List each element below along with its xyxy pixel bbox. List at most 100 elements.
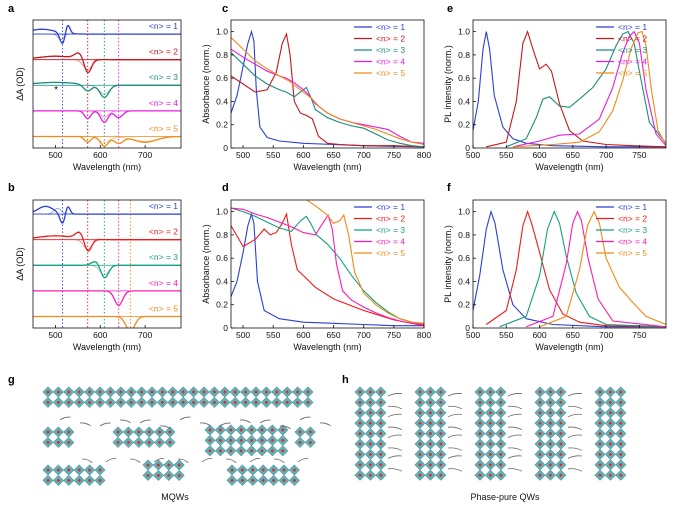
y-tick-label: 1.0	[458, 207, 470, 217]
octahedron-center-atom	[358, 400, 362, 404]
octahedron	[73, 474, 85, 486]
octahedron	[104, 386, 116, 398]
octahedron	[42, 396, 54, 408]
octahedron	[63, 396, 75, 408]
octahedron	[188, 386, 200, 398]
octahedron-center-atom	[538, 463, 542, 467]
octahedron	[484, 438, 496, 450]
panel-label-f: f	[447, 182, 451, 194]
octahedron	[534, 428, 546, 440]
plot-frame	[32, 19, 182, 149]
x-tick-label: 600	[93, 150, 107, 160]
octahedron-center-atom	[418, 390, 422, 394]
y-tick-label: 0.2	[458, 120, 470, 130]
octahedron	[534, 448, 546, 460]
octahedron-center-atom	[229, 449, 233, 453]
octahedron-center-atom	[439, 463, 443, 467]
y-tick-label: 0.8	[216, 50, 228, 60]
octahedron-center-atom	[478, 452, 482, 456]
octahedron-center-atom	[598, 442, 602, 446]
octahedron	[247, 464, 259, 476]
y-tick-label: 0.4	[458, 276, 470, 286]
octahedron	[235, 434, 247, 446]
octahedron	[604, 417, 616, 429]
octahedron	[266, 434, 278, 446]
legend-label-n2: <n> = 2	[618, 214, 647, 224]
organic-spacer-ligand	[507, 434, 522, 438]
octahedron	[544, 417, 556, 429]
octahedron	[555, 448, 567, 460]
octahedron	[495, 469, 507, 481]
x-tick-label: 750	[387, 330, 401, 340]
x-tick-label: 700	[599, 330, 613, 340]
octahedron	[424, 417, 436, 429]
series-line-n4	[231, 48, 424, 144]
octahedron-center-atom	[548, 442, 552, 446]
octahedron	[42, 436, 54, 448]
octahedron	[173, 459, 185, 471]
octahedron-center-atom	[229, 438, 233, 442]
x-tick-label: 600	[93, 330, 107, 340]
x-tick-label: 750	[387, 150, 401, 160]
octahedron	[594, 438, 606, 450]
octahedron	[240, 396, 252, 408]
octahedron	[226, 474, 238, 486]
octahedron-center-atom	[478, 390, 482, 394]
octahedron-center-atom	[358, 463, 362, 467]
octahedron-center-atom	[137, 430, 141, 434]
octahedron	[435, 407, 447, 419]
octahedron	[615, 459, 627, 471]
octahedron	[604, 407, 616, 419]
octahedron	[42, 474, 54, 486]
octahedron	[256, 445, 268, 457]
octahedron	[555, 396, 567, 408]
y-tick-label: 0.4	[216, 96, 228, 106]
y-tick-label: 0.8	[216, 230, 228, 240]
octahedron-center-atom	[428, 411, 432, 415]
octahedron-center-atom	[208, 428, 212, 432]
octahedron-center-atom	[428, 390, 432, 394]
octahedron-center-atom	[160, 390, 164, 394]
octahedron	[125, 386, 137, 398]
octahedron-center-atom	[598, 452, 602, 456]
octahedron-center-atom	[619, 432, 623, 436]
octahedron-center-atom	[67, 430, 71, 434]
legend-label-n1: <n> = 1	[376, 202, 405, 212]
octahedron-center-atom	[116, 430, 120, 434]
panel-label-e: e	[447, 3, 453, 15]
octahedron-center-atom	[478, 411, 482, 415]
ta-trace-n4	[33, 290, 181, 306]
octahedron-center-atom	[619, 463, 623, 467]
octahedron	[414, 417, 426, 429]
octahedron-center-atom	[46, 400, 50, 404]
octahedron-center-atom	[292, 478, 296, 482]
octahedron-center-atom	[108, 400, 112, 404]
octahedron-center-atom	[619, 452, 623, 456]
octahedron-center-atom	[478, 421, 482, 425]
organic-spacer-ligand	[179, 416, 191, 421]
octahedron-center-atom	[208, 438, 212, 442]
octahedron-center-atom	[418, 463, 422, 467]
series-line-n4	[526, 210, 666, 328]
organic-spacer-ligand	[567, 434, 582, 438]
y-tick-label: 0	[465, 143, 470, 153]
octahedron	[292, 386, 304, 398]
organic-spacer-ligand	[79, 422, 91, 427]
octahedron-center-atom	[598, 432, 602, 436]
x-tick-label: 500	[48, 150, 62, 160]
octahedron-center-atom	[598, 400, 602, 404]
octahedron-center-atom	[158, 440, 162, 444]
x-tick-label: 600	[532, 330, 546, 340]
octahedron	[364, 438, 376, 450]
octahedron	[484, 428, 496, 440]
octahedron	[229, 386, 241, 398]
legend-label-n3: <n> = 3	[618, 225, 647, 235]
octahedron-center-atom	[548, 463, 552, 467]
trace-label-n3: <n> = 3	[149, 72, 178, 82]
octahedron-center-atom	[98, 400, 102, 404]
octahedron-center-atom	[488, 473, 492, 477]
octahedron-center-atom	[559, 421, 563, 425]
octahedron-center-atom	[499, 442, 503, 446]
octahedron	[173, 469, 185, 481]
octahedron-center-atom	[254, 400, 258, 404]
